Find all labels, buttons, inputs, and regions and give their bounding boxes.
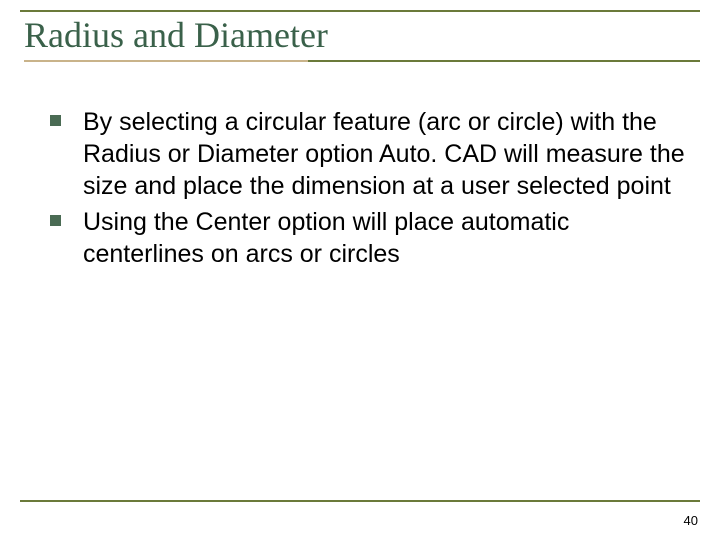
page-number: 40 [684,513,698,528]
title-rule-bottom [24,60,700,62]
list-item: Using the Center option will place autom… [50,206,690,270]
bullet-text: Using the Center option will place autom… [83,206,690,270]
slide-frame: Radius and Diameter By selecting a circu… [20,10,700,500]
title-area: Radius and Diameter [20,10,700,72]
title-rule-top [20,10,700,12]
square-bullet-icon [50,215,61,226]
title-rule-bottom-left [24,60,308,62]
title-rule-bottom-right [308,60,700,62]
footer-rule [20,500,700,502]
slide-title: Radius and Diameter [24,16,700,56]
list-item: By selecting a circular feature (arc or … [50,106,690,202]
content-area: By selecting a circular feature (arc or … [20,106,700,270]
bullet-text: By selecting a circular feature (arc or … [83,106,690,202]
square-bullet-icon [50,115,61,126]
